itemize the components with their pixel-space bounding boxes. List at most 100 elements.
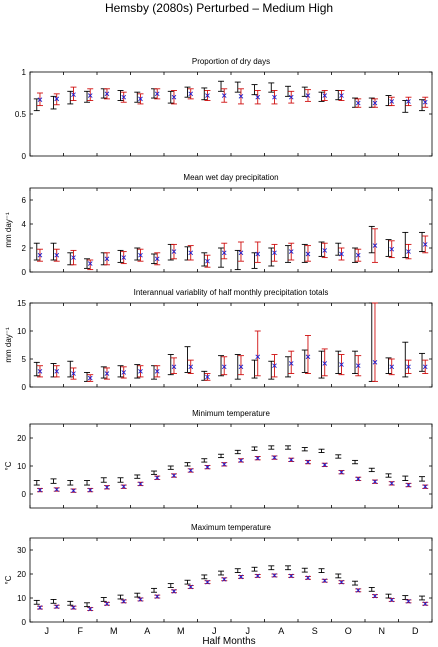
y-tick-label: 0: [22, 383, 27, 392]
mean-marker: [87, 93, 93, 98]
series-model: [36, 86, 429, 108]
series-model-mean: [37, 242, 428, 266]
y-tick-label: 6: [22, 196, 27, 205]
mean-marker: [406, 99, 411, 104]
mean-marker: [305, 354, 311, 360]
mean-marker: [188, 250, 194, 256]
month-label: J: [212, 626, 217, 636]
mean-marker: [255, 573, 261, 579]
month-label: J: [246, 626, 251, 636]
mean-marker: [104, 91, 110, 97]
y-tick-label: 10: [17, 327, 26, 336]
month-label: D: [412, 626, 419, 636]
mean-marker: [121, 484, 127, 490]
month-label: M: [110, 626, 118, 636]
mean-marker: [322, 578, 328, 584]
panel-1: Proportion of dry days 0 0.5 1: [15, 57, 433, 161]
x-axis-label: Half Months: [202, 636, 255, 647]
y-tick-label: 1: [22, 68, 27, 77]
mean-marker: [87, 261, 93, 266]
mean-marker: [372, 479, 378, 484]
mean-marker: [205, 93, 210, 98]
y-tick-label: 20: [17, 570, 26, 579]
mean-marker: [37, 369, 43, 374]
month-label: F: [78, 626, 84, 636]
mean-marker: [305, 251, 311, 257]
mean-marker: [255, 94, 261, 100]
mean-marker: [138, 369, 143, 374]
mean-marker: [422, 242, 428, 247]
mean-marker: [322, 93, 328, 98]
month-label: A: [278, 626, 284, 636]
panel-2: Mean wet day precipitation 0 2 4 6 mm day⁻¹: [4, 173, 433, 277]
month-label: A: [144, 626, 150, 636]
mean-marker: [121, 255, 127, 260]
series-observed: [33, 445, 426, 486]
mean-marker: [71, 605, 76, 610]
mean-marker: [272, 363, 277, 369]
mean-marker: [37, 252, 43, 258]
panel-4: Minimum temperature 0 10 20 °C: [4, 409, 433, 509]
mean-marker: [288, 94, 294, 100]
y-tick-label: 20: [17, 434, 26, 443]
mean-marker: [322, 462, 328, 468]
panel-title: Interannual variablity of half monthly p…: [134, 288, 329, 297]
mean-marker: [221, 93, 227, 98]
y-tick-label: 10: [17, 462, 26, 471]
mean-marker: [54, 487, 60, 492]
mean-marker: [339, 579, 344, 585]
series-model-mean: [37, 354, 428, 381]
mean-marker: [255, 354, 261, 360]
mean-marker: [339, 362, 344, 367]
mean-marker: [171, 94, 177, 100]
mean-marker: [238, 458, 244, 463]
mean-marker: [104, 601, 110, 607]
mean-marker: [339, 93, 344, 98]
mean-marker: [305, 575, 311, 581]
mean-marker: [238, 94, 244, 99]
mean-marker: [221, 250, 227, 256]
mean-marker: [154, 594, 160, 599]
mean-marker: [255, 251, 261, 257]
mean-marker: [154, 369, 160, 374]
mean-marker: [71, 255, 76, 260]
y-tick-label: 2: [22, 244, 27, 253]
mean-marker: [154, 256, 160, 262]
mean-marker: [54, 369, 60, 374]
mean-marker: [54, 252, 60, 258]
month-label: O: [345, 626, 352, 636]
mean-marker: [406, 249, 411, 254]
figure-title: Hemsby (2080s) Perturbed – Medium High: [105, 1, 333, 15]
y-axis-label: °C: [4, 575, 13, 584]
mean-marker: [355, 252, 361, 258]
mean-marker: [221, 364, 227, 370]
mean-marker: [54, 604, 60, 609]
mean-marker: [389, 364, 395, 370]
mean-marker: [221, 462, 227, 467]
mean-marker: [171, 364, 177, 370]
mean-marker: [104, 256, 110, 262]
mean-marker: [121, 94, 127, 100]
mean-marker: [104, 371, 110, 376]
month-label: N: [379, 626, 386, 636]
series-model-mean: [37, 91, 428, 106]
mean-marker: [288, 573, 294, 579]
mean-marker: [422, 484, 428, 490]
mean-marker: [154, 475, 160, 481]
series-observed: [33, 225, 426, 271]
series-model-mean: [37, 455, 428, 493]
mean-marker: [339, 469, 344, 475]
plot-area: [29, 423, 433, 509]
mean-marker: [87, 606, 93, 612]
panel-title: Proportion of dry days: [192, 57, 270, 66]
mean-marker: [406, 599, 411, 604]
series-observed: [33, 565, 426, 608]
mean-marker: [355, 363, 361, 369]
mean-marker: [288, 249, 294, 254]
y-tick-label: 0: [22, 152, 27, 161]
mean-marker: [205, 374, 210, 380]
mean-marker: [406, 482, 411, 488]
mean-marker: [121, 599, 127, 604]
mean-marker: [355, 588, 361, 593]
